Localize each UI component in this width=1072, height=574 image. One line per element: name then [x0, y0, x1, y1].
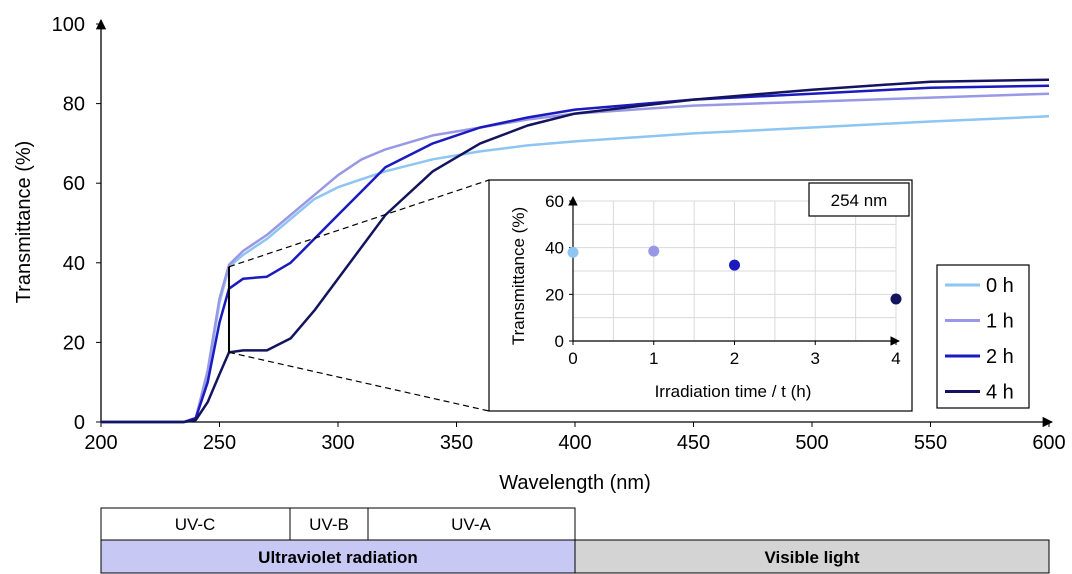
main-y-axis-label: Transmittance (%) — [13, 141, 35, 304]
ultraviolet-label: Ultraviolet radiation — [258, 548, 418, 567]
x-tick-label: 500 — [795, 432, 828, 454]
zoom-guide-lines — [227, 179, 490, 412]
uv-b-label: UV-B — [309, 515, 349, 534]
legend: 0 h 1 h 2 h 4 h — [936, 264, 1030, 409]
zoom-guide-upper — [228, 179, 490, 268]
inset-x-tick-label: 4 — [891, 349, 900, 368]
x-tick-label: 600 — [1032, 432, 1065, 454]
x-tick-label: 550 — [914, 432, 947, 454]
inset-title: 254 nm — [831, 191, 888, 210]
inset-data-point — [890, 293, 902, 305]
y-tick-label: 60 — [63, 173, 85, 195]
y-tick-label: 20 — [63, 332, 85, 354]
visible-band — [574, 539, 1050, 574]
legend-label: 1 h — [986, 311, 1014, 333]
y-tick-label: 0 — [74, 412, 85, 434]
inset-x-tick-label: 1 — [649, 349, 658, 368]
legend-box — [936, 264, 1030, 409]
uv-a-label: UV-A — [451, 515, 491, 534]
inset-x-tick-label: 3 — [811, 349, 820, 368]
ultraviolet-band — [100, 539, 576, 574]
main-x-axis-label: Wavelength (nm) — [499, 472, 651, 494]
inset-x-axis-label: Irradiation time / t (h) — [655, 382, 812, 401]
legend-label: 4 h — [986, 382, 1014, 404]
inset-y-tick-label: 20 — [545, 285, 564, 304]
x-tick-label: 300 — [321, 432, 354, 454]
uv-c-cell — [100, 507, 291, 541]
inset-y-tick-label: 0 — [555, 332, 564, 351]
series-line-4h — [101, 78, 1050, 424]
visible-label: Visible light — [764, 548, 859, 567]
y-tick-label: 40 — [63, 253, 85, 275]
inset-y-tick-label: 40 — [545, 239, 564, 258]
x-tick-label: 200 — [84, 432, 117, 454]
series-line-2h — [101, 84, 1050, 424]
inset-data-point — [648, 245, 660, 257]
x-tick-label: 250 — [203, 432, 236, 454]
inset-points-group — [567, 245, 902, 305]
x-tick-label: 400 — [558, 432, 591, 454]
inset-x-tick-label: 0 — [568, 349, 577, 368]
zoom-guide-lower — [228, 351, 490, 412]
y-tick-label: 100 — [52, 14, 85, 36]
legend-label: 0 h — [986, 275, 1014, 297]
spectrum-band-table: UV-C UV-B UV-A Ultraviolet radiation Vis… — [100, 507, 1050, 574]
uv-c-label: UV-C — [175, 515, 216, 534]
inset-data-point — [729, 259, 740, 271]
inset-y-axis-label: Transmittance (%) — [509, 207, 528, 345]
series-line-1h — [101, 92, 1050, 424]
x-tick-label: 450 — [677, 432, 710, 454]
inset-frame — [488, 179, 913, 412]
inset-y-tick-label: 60 — [545, 192, 564, 211]
inset-x-tick-label: 2 — [730, 349, 739, 368]
inset-title-box — [808, 182, 910, 217]
x-tick-label: 350 — [440, 432, 473, 454]
legend-label: 2 h — [986, 346, 1014, 368]
main-series-group — [101, 78, 1050, 424]
uv-a-cell — [367, 507, 576, 541]
inset-data-point — [567, 246, 579, 258]
y-tick-label: 80 — [63, 94, 85, 116]
